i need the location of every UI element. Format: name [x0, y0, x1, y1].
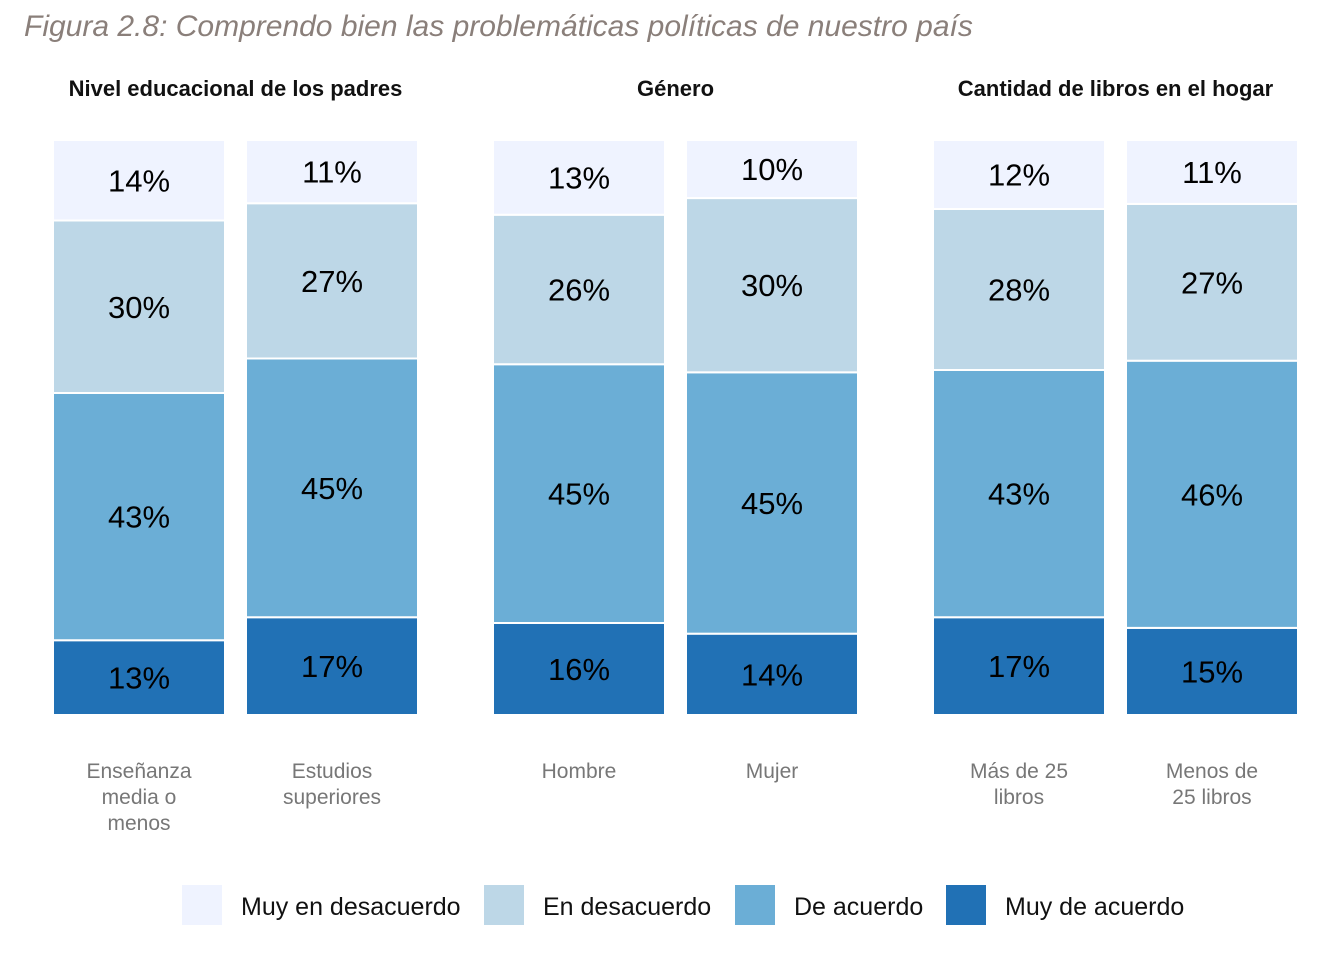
bar-segment-muy-de-acuerdo: [245, 616, 419, 716]
bar-segment-de-acuerdo: [685, 371, 859, 635]
bar-segment-muy-en-desacuerdo: [492, 139, 666, 216]
data-label-muy-en-desacuerdo: 11%: [1182, 155, 1242, 190]
category-label: Hombre: [542, 760, 617, 783]
category-label-line: libros: [994, 786, 1044, 809]
category-label-line: Menos de: [1166, 760, 1258, 783]
data-label-muy-en-desacuerdo: 13%: [548, 160, 610, 195]
bar-estudios-superiores: 17% 45% 27% 11%: [245, 139, 419, 716]
bar-segment-en-desacuerdo: [1125, 202, 1299, 362]
legend-item-en-desacuerdo: En desacuerdo: [484, 885, 711, 925]
data-label-muy-en-desacuerdo: 14%: [108, 163, 170, 198]
bar-segment-de-acuerdo: [245, 357, 419, 619]
data-label-muy-en-desacuerdo: 10%: [741, 152, 803, 187]
category-label-line: Mujer: [746, 760, 799, 783]
data-label-en-desacuerdo: 27%: [1181, 265, 1243, 300]
bar-ensenanza-media-o-menos: 13% 43% 30% 14%: [52, 139, 226, 716]
legend-label: Muy de acuerdo: [1005, 893, 1184, 921]
category-label-line: 25 libros: [1172, 786, 1251, 809]
data-label-de-acuerdo: 45%: [301, 471, 363, 506]
bar-segment-muy-en-desacuerdo: [685, 139, 859, 200]
legend-swatch: [946, 885, 986, 925]
category-label-line: Hombre: [542, 760, 617, 783]
bar-segment-de-acuerdo: [1125, 359, 1299, 629]
legend-swatch: [735, 885, 775, 925]
bar-segment-muy-de-acuerdo: [932, 616, 1106, 716]
bar-hombre: 16% 45% 26% 13%: [492, 139, 666, 716]
bar-segment-muy-de-acuerdo: [492, 622, 666, 716]
data-label-de-acuerdo: 45%: [741, 486, 803, 521]
legend-label: En desacuerdo: [543, 893, 711, 921]
bar-segment-de-acuerdo: [932, 369, 1106, 619]
panel-title: Género: [637, 76, 714, 101]
data-label-en-desacuerdo: 27%: [301, 264, 363, 299]
chart-legend: Muy en desacuerdo En desacuerdo De acuerdo…: [182, 885, 1184, 925]
legend-label: De acuerdo: [794, 893, 923, 921]
bar-mas-de-25-libros: 17% 43% 28% 12%: [932, 139, 1106, 716]
data-label-de-acuerdo: 46%: [1181, 477, 1243, 512]
data-label-en-desacuerdo: 26%: [548, 273, 610, 308]
bar-segment-en-desacuerdo: [492, 213, 666, 366]
bar-menos-de-25-libros: 15% 46% 27% 11%: [1125, 139, 1299, 716]
panel-title: Cantidad de libros en el hogar: [958, 76, 1274, 101]
category-label-line: superiores: [283, 786, 381, 809]
category-label: Estudios superiores: [283, 760, 381, 809]
bar-segment-muy-en-desacuerdo: [932, 139, 1106, 210]
data-label-en-desacuerdo: 28%: [988, 273, 1050, 308]
category-label-line: media o: [102, 786, 177, 809]
data-label-muy-de-acuerdo: 17%: [988, 649, 1050, 684]
data-label-muy-de-acuerdo: 14%: [741, 657, 803, 692]
category-label: Mujer: [746, 760, 799, 783]
panel-nivel-educacional-de-los-padres: Nivel educacional de los padres 13% 43% 30%…: [52, 76, 419, 835]
bar-segment-muy-en-desacuerdo: [245, 139, 419, 205]
data-label-muy-de-acuerdo: 17%: [301, 649, 363, 684]
bar-segment-muy-de-acuerdo: [685, 632, 859, 717]
panel-genero: Género 16% 45% 26% 13% Hombre 14% 45% 30% 10% Muje…: [492, 76, 859, 783]
data-label-muy-de-acuerdo: 13%: [108, 661, 170, 696]
bar-segment-de-acuerdo: [492, 363, 666, 624]
legend-label: Muy en desacuerdo: [241, 893, 461, 921]
legend-item-muy-en-desacuerdo: Muy en desacuerdo: [182, 885, 461, 925]
data-label-muy-en-desacuerdo: 12%: [988, 158, 1050, 193]
data-label-de-acuerdo: 45%: [548, 477, 610, 512]
category-label-line: Enseñanza: [86, 760, 191, 783]
category-label: Enseñanza media o menos: [86, 760, 191, 835]
data-label-en-desacuerdo: 30%: [108, 290, 170, 325]
panel-title: Nivel educacional de los padres: [69, 76, 403, 101]
bar-mujer: 14% 45% 30% 10%: [685, 139, 859, 717]
bar-segment-en-desacuerdo: [245, 202, 419, 360]
bar-segment-muy-en-desacuerdo: [1125, 139, 1299, 205]
bar-segment-en-desacuerdo: [932, 208, 1106, 371]
data-label-muy-de-acuerdo: 16%: [548, 652, 610, 687]
data-label-en-desacuerdo: 30%: [741, 268, 803, 303]
category-label-line: menos: [107, 812, 170, 835]
legend-item-de-acuerdo: De acuerdo: [735, 885, 923, 925]
category-label: Menos de 25 libros: [1166, 760, 1258, 809]
figure-title: Figura 2.8: Comprendo bien las problemát…: [24, 10, 973, 43]
bar-segment-muy-de-acuerdo: [52, 639, 226, 716]
category-label: Más de 25 libros: [970, 760, 1068, 809]
category-label-line: Estudios: [292, 760, 373, 783]
bar-segment-en-desacuerdo: [52, 219, 226, 394]
data-label-de-acuerdo: 43%: [988, 477, 1050, 512]
chart-panels: Nivel educacional de los padres 13% 43% 30%…: [52, 76, 1299, 835]
category-label-line: Más de 25: [970, 760, 1068, 783]
bar-segment-muy-en-desacuerdo: [52, 139, 226, 222]
data-label-muy-de-acuerdo: 15%: [1181, 654, 1243, 689]
bar-segment-en-desacuerdo: [685, 197, 859, 374]
legend-swatch: [484, 885, 524, 925]
legend-swatch: [182, 885, 222, 925]
data-label-de-acuerdo: 43%: [108, 500, 170, 535]
panel-cantidad-de-libros-en-el-hogar: Cantidad de libros en el hogar17%43%28%1…: [932, 76, 1299, 809]
legend-item-muy-de-acuerdo: Muy de acuerdo: [946, 885, 1184, 925]
data-label-muy-en-desacuerdo: 11%: [302, 155, 362, 190]
